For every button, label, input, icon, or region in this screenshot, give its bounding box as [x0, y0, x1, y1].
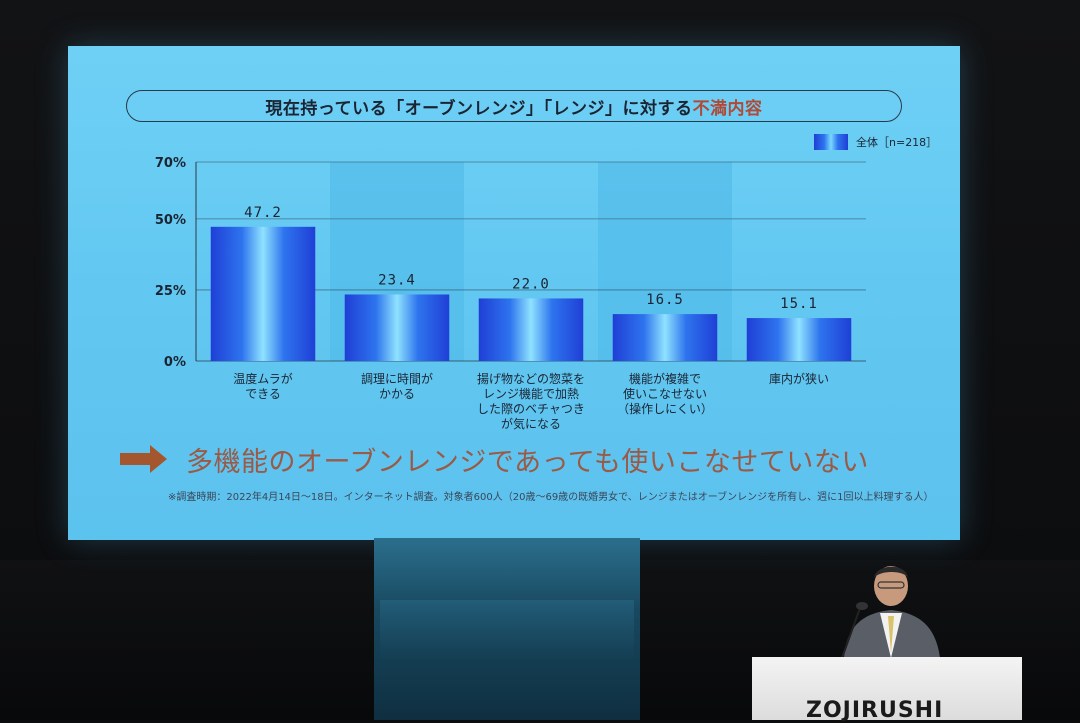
- bar: [612, 314, 718, 361]
- x-tick-label: 温度ムラが: [233, 371, 292, 386]
- slide-title-accent: 不満内容: [692, 98, 763, 119]
- bar: [478, 298, 584, 361]
- slide-title-main: 現在持っている「オーブンレンジ」「レンジ」に対する: [265, 98, 693, 119]
- x-tick-label: した際のベチャつき: [477, 402, 585, 416]
- bar-value-label: 23.4: [378, 272, 416, 288]
- bar-value-label: 15.1: [780, 296, 818, 312]
- microphone-icon: [841, 602, 868, 659]
- slide-title: 現在持っている「オーブンレンジ」「レンジ」に対する 不満内容: [126, 90, 902, 122]
- x-tick-label: 調理に時間が: [361, 371, 433, 386]
- bar-value-label: 16.5: [646, 292, 684, 308]
- bar: [210, 226, 316, 361]
- x-tick-label: 揚げ物などの惣菜を: [477, 371, 585, 386]
- bar: [344, 294, 450, 361]
- bar-value-label: 47.2: [244, 205, 282, 221]
- x-tick-label: レンジ機能で加熱: [483, 386, 579, 401]
- table-cloth-fold: [380, 600, 634, 660]
- speaker-figure: [844, 566, 940, 658]
- x-tick-label: 庫内が狭い: [769, 371, 829, 386]
- y-tick-label: 0%: [164, 355, 186, 370]
- y-tick-label: 25%: [155, 284, 186, 299]
- x-tick-label: 使いこなせない: [623, 386, 707, 401]
- right-arrow-icon: [120, 445, 167, 473]
- x-tick-label: かかる: [379, 387, 415, 401]
- projection-screen: 現在持っている「オーブンレンジ」「レンジ」に対する 不満内容 全体［n=218］…: [68, 46, 960, 540]
- podium: [752, 657, 1022, 720]
- podium-logo: ZOJIRUSHI: [806, 698, 944, 723]
- draped-table: [374, 538, 640, 720]
- chart-legend: 全体［n=218］: [814, 134, 937, 150]
- y-tick-label: 70%: [155, 156, 186, 171]
- bar-value-label: 22.0: [512, 276, 550, 292]
- bar: [746, 318, 852, 361]
- x-tick-label: が気になる: [501, 416, 561, 431]
- conclusion-text: 多機能のオーブンレンジであっても使いこなせていない: [186, 446, 869, 478]
- legend-swatch: [814, 134, 848, 150]
- legend-label: 全体［n=218］: [856, 136, 938, 149]
- x-tick-label: できる: [245, 387, 281, 401]
- x-tick-label: 機能が複雑で: [629, 371, 701, 386]
- conclusion: 多機能のオーブンレンジであっても使いこなせていない: [120, 442, 869, 478]
- x-tick-label: （操作しにくい）: [617, 401, 713, 416]
- y-tick-label: 50%: [155, 213, 186, 228]
- survey-footnote: ※調査時期：2022年4月14日〜18日。インターネット調査。対象者600人（2…: [168, 492, 934, 503]
